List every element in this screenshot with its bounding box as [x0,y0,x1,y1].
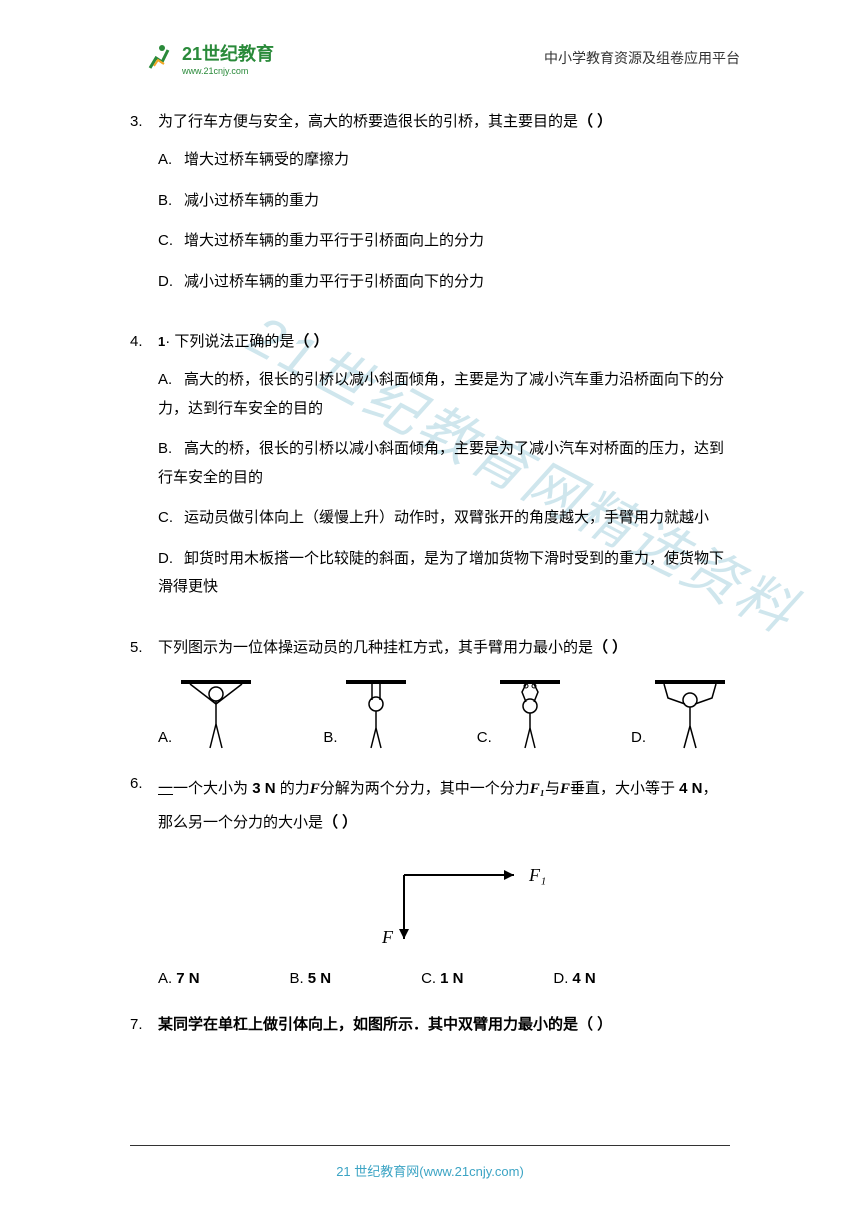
option-a: A.高大的桥，很长的引桥以减小斜面倾角，主要是为了减小汽车重力沿桥面向下的分力，… [158,366,730,423]
force-diagram: F₁ F [158,853,730,953]
question-stem: 下列图示为一位体操运动员的几种挂杠方式，其手臂用力最小的是（ ） [158,636,730,660]
question-number: 5. [130,636,158,750]
question-stem: 为了行车方便与安全，高大的桥要造很长的引桥，其主要目的是（ ） [158,110,730,134]
option-b: B. [323,672,409,750]
option-c: C. 1 N [421,967,463,991]
question-number: 3. [130,110,158,308]
answer-options: A. 7 N B. 5 N C. 1 N D. 4 N [158,967,730,991]
question-6: 6. 一一个大小为 3 N 的力F分解为两个分力，其中一个分力F₁与F垂直，大小… [130,772,730,991]
question-stem: 某同学在单杠上做引体向上，如图所示．其中双臂用力最小的是（ ） [158,1013,730,1037]
site-logo: 21世纪教育 www.21cnjy.com [140,40,274,76]
question-number: 6. [130,772,158,991]
option-a: A.增大过桥车辆受的摩擦力 [158,146,730,175]
svg-text:F₁: F₁ [528,865,546,885]
gymnast-figure-d [650,672,730,750]
question-5: 5. 下列图示为一位体操运动员的几种挂杠方式，其手臂用力最小的是（ ） A. [130,636,730,750]
question-number: 4. [130,330,158,614]
option-b: B. 5 N [290,967,332,991]
option-d: D. 4 N [553,967,595,991]
option-d: D.减小过桥车辆的重力平行于引桥面向下的分力 [158,268,730,297]
question-stem: 一一个大小为 3 N 的力F分解为两个分力，其中一个分力F₁与F垂直，大小等于 … [158,772,730,839]
option-b: B.减小过桥车辆的重力 [158,187,730,216]
gymnast-figure-b [342,672,410,750]
option-d: D. [631,672,730,750]
option-c: C. [477,672,564,750]
gymnast-figure-a [176,672,256,750]
option-a: A. 7 N [158,967,200,991]
option-d: D.卸货时用木板搭一个比较陡的斜面，是为了增加货物下滑时受到的重力，使货物下滑得… [158,545,730,602]
option-b: B.高大的桥，很长的引桥以减小斜面倾角，主要是为了减小汽车对桥面的压力，达到行车… [158,435,730,492]
page-footer: 21 世纪教育网(www.21cnjy.com) [0,1161,860,1180]
document-content: 3. 为了行车方便与安全，高大的桥要造很长的引桥，其主要目的是（ ） A.增大过… [130,110,730,1071]
svg-text:F: F [381,927,394,947]
option-c: C.运动员做引体向上（缓慢上升）动作时，双臂张开的角度越大，手臂用力就越小 [158,504,730,533]
logo-main: 21世纪教育 [182,40,274,66]
gymnast-figure-c [496,672,564,750]
question-4: 4. 1· 下列说法正确的是（ ） A.高大的桥，很长的引桥以减小斜面倾角，主要… [130,330,730,614]
runner-icon [140,40,176,76]
question-3: 3. 为了行车方便与安全，高大的桥要造很长的引桥，其主要目的是（ ） A.增大过… [130,110,730,308]
option-a: A. [158,672,256,750]
header-right-text: 中小学教育资源及组卷应用平台 [544,48,740,68]
question-number: 7. [130,1013,158,1049]
question-stem: 1· 下列说法正确的是（ ） [158,330,730,354]
page-header: 21世纪教育 www.21cnjy.com 中小学教育资源及组卷应用平台 [140,40,740,76]
figure-options: A. B. [158,672,730,750]
option-c: C.增大过桥车辆的重力平行于引桥面向上的分力 [158,227,730,256]
logo-sub: www.21cnjy.com [182,66,274,76]
question-7: 7. 某同学在单杠上做引体向上，如图所示．其中双臂用力最小的是（ ） [130,1013,730,1049]
footer-divider [130,1145,730,1146]
